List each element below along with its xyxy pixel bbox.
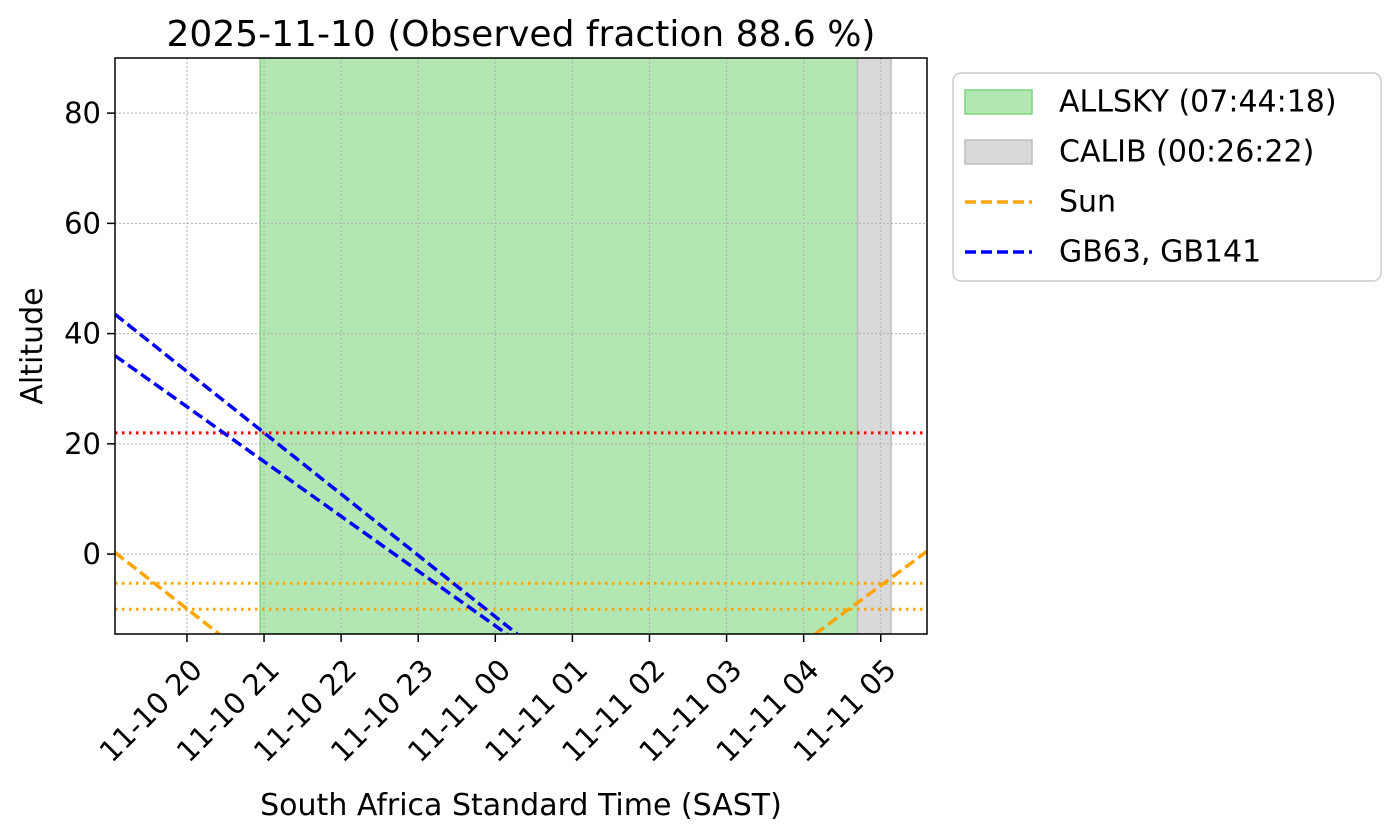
series-line-0-0 (115, 551, 221, 634)
legend: ALLSKY (07:44:18) CALIB (00:26:22) Sun GB63… (952, 72, 1382, 282)
series-lines (115, 312, 927, 634)
legend-label-1: CALIB (00:26:22) (1059, 135, 1314, 170)
y-axis-label: Altitude (15, 287, 50, 404)
series-line-0-1 (814, 549, 927, 634)
plot-frame (114, 57, 928, 635)
chart-title: 2025-11-10 (Observed fraction 88.6 %) (167, 14, 876, 55)
legend-frame (952, 72, 1382, 282)
series-line-1-1 (115, 354, 508, 634)
y-tick-label: 80 (64, 96, 101, 130)
shaded-region-1 (856, 58, 892, 634)
legend-label-2: Sun (1059, 185, 1116, 220)
x-axis-label: South Africa Standard Time (SAST) (260, 788, 782, 823)
legend-swatch-0 (964, 89, 1033, 115)
shaded-region-0 (259, 58, 859, 634)
series-line-1-0 (115, 312, 519, 634)
legend-swatch-1 (964, 139, 1033, 165)
y-tick-label: 20 (64, 427, 101, 461)
y-tick-label: 0 (83, 537, 101, 571)
grid-lines (115, 58, 927, 634)
y-tick-label: 40 (64, 317, 101, 351)
y-tick-label: 60 (64, 206, 101, 240)
shaded-regions (259, 58, 892, 634)
y-axis-ticks: 0 20 40 60 80 (64, 96, 115, 571)
legend-label-0: ALLSKY (07:44:18) (1059, 85, 1337, 120)
reference-lines (115, 431, 927, 611)
legend-label-3: GB63, GB141 (1059, 235, 1261, 270)
